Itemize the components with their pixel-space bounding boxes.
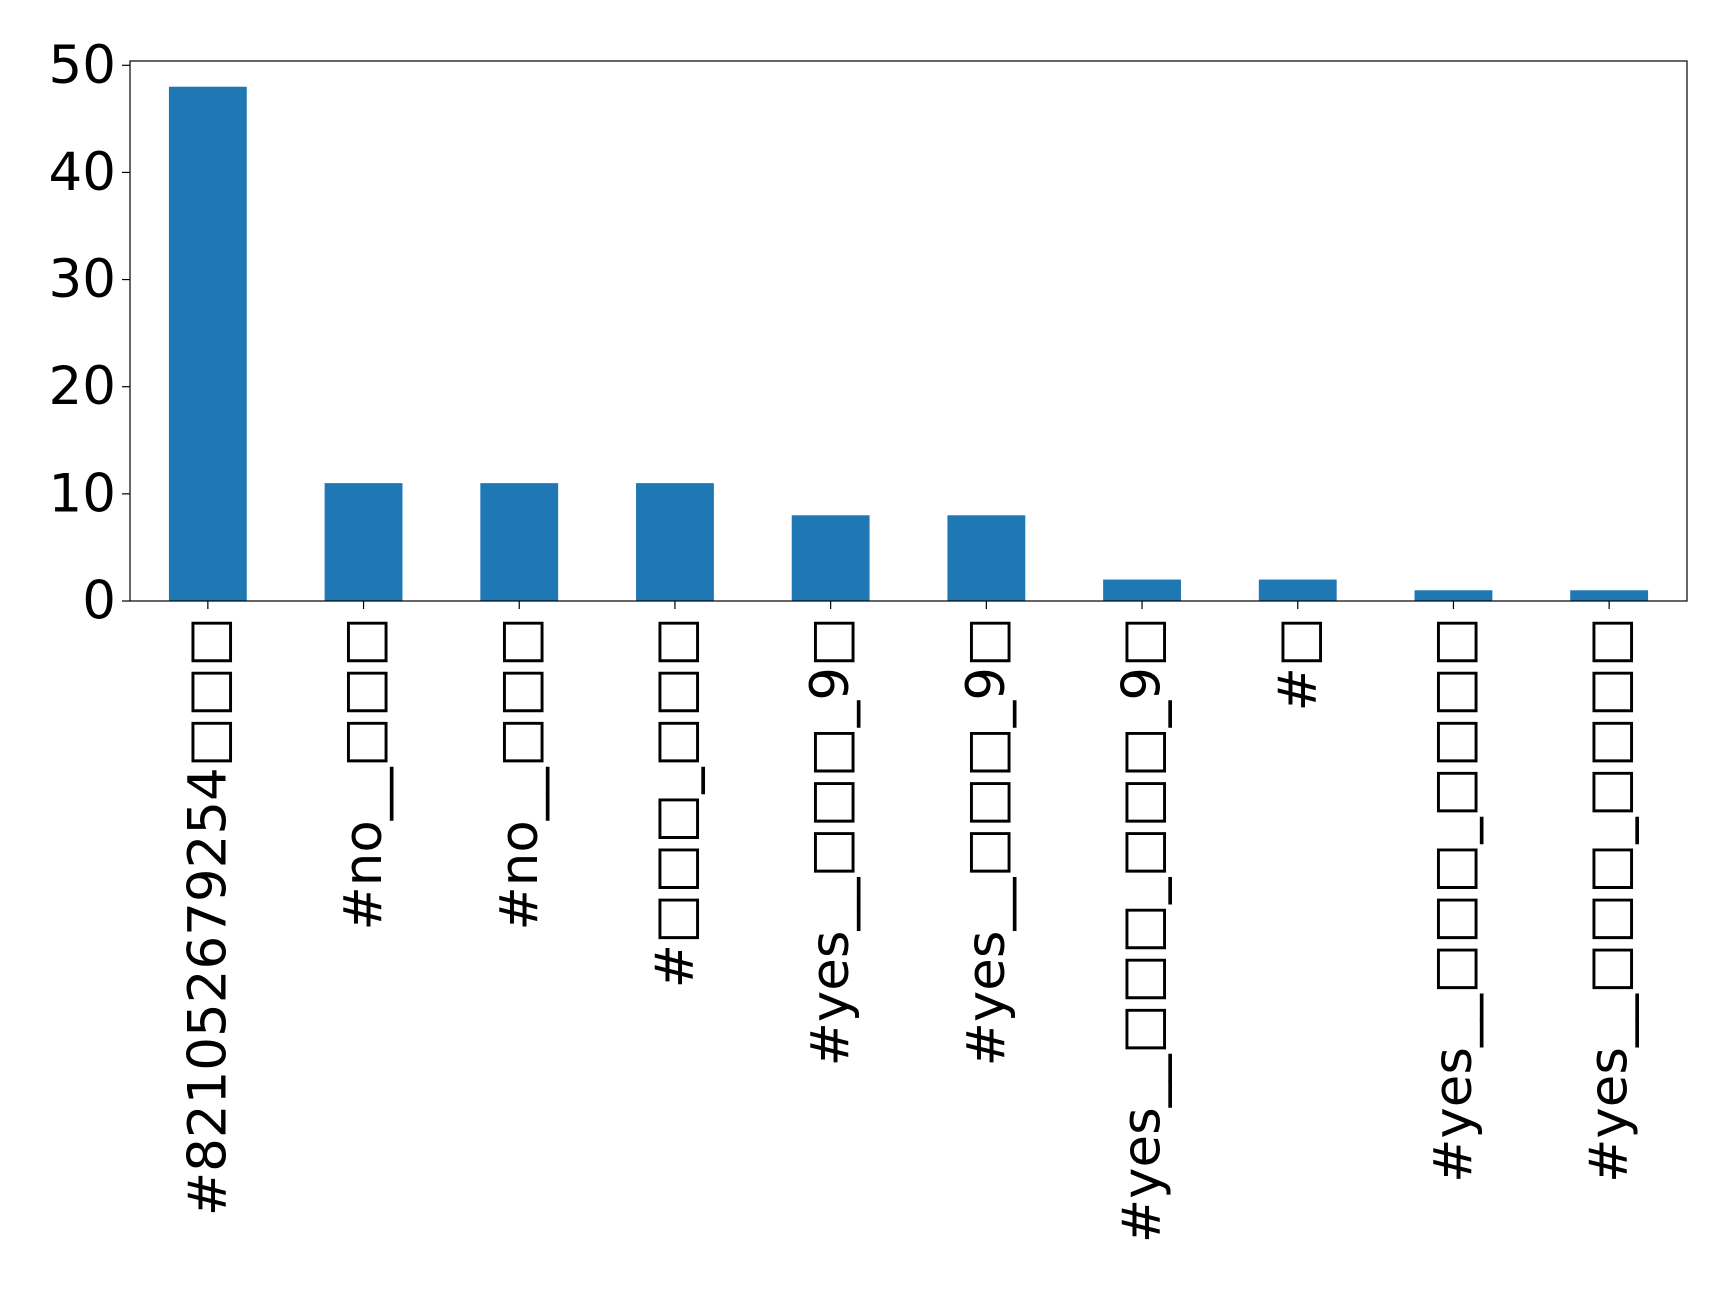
bar <box>480 483 559 601</box>
bar <box>1258 579 1337 601</box>
x-tick-label: #no__□□□ <box>489 617 550 931</box>
y-tick-label: 50 <box>49 35 116 96</box>
y-tick-label: 20 <box>49 356 116 417</box>
x-tick-label: #yes__□□□_9□ <box>800 617 861 1067</box>
bar <box>1570 590 1649 601</box>
x-tick-label: #yes__□□□_□□□_9□ <box>1112 617 1173 1243</box>
x-tick-label: #yes__□□□_□□□□ <box>1423 617 1484 1183</box>
y-tick-label: 10 <box>49 463 116 524</box>
bar <box>791 515 870 601</box>
x-tick-label: #no__□□□ <box>333 617 394 931</box>
x-tick-label: #yes__□□□_9□ <box>956 617 1017 1067</box>
y-tick-label: 30 <box>49 249 116 310</box>
x-tick-label: #□□□_□□□ <box>644 617 705 988</box>
y-tick-label: 40 <box>49 142 116 203</box>
bar <box>636 483 714 601</box>
bar <box>324 483 403 601</box>
y-tick-label: 0 <box>82 571 116 632</box>
plot-frame <box>129 60 1688 602</box>
bar <box>1414 590 1493 601</box>
bar <box>168 86 247 601</box>
x-tick-label: #yes__□□□_□□□□ <box>1579 617 1640 1183</box>
x-tick-label: #821052679254□□□ <box>177 617 238 1216</box>
bar <box>1103 579 1181 601</box>
x-tick-label: #□ <box>1267 617 1328 711</box>
bar <box>947 515 1026 601</box>
